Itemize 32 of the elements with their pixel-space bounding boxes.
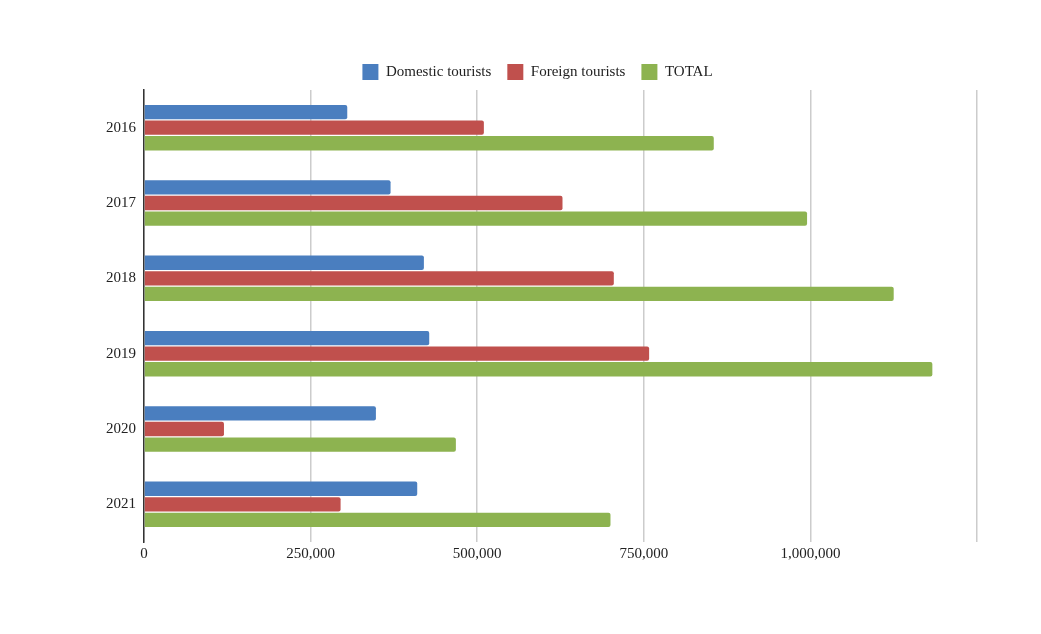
x-tick-label: 0 (140, 544, 148, 561)
y-tick-label: 2020 (106, 419, 136, 436)
bar (144, 406, 376, 421)
x-tick-label: 250,000 (286, 544, 335, 561)
bar (144, 286, 894, 302)
bar (144, 421, 224, 437)
y-tick-label: 2019 (106, 344, 136, 361)
bar (144, 255, 424, 270)
y-tick-label: 2016 (106, 118, 137, 135)
bar (144, 437, 456, 452)
bar (144, 481, 418, 496)
bar (144, 330, 430, 346)
x-tick-label: 500,000 (452, 544, 502, 561)
legend-label: Domestic tourists (385, 62, 492, 79)
y-tick-label: 2021 (106, 495, 136, 512)
y-tick-label: 2018 (106, 269, 136, 286)
x-tick-label: 1,000,000 (780, 544, 841, 561)
bar (144, 120, 484, 135)
legend-label: TOTAL (664, 62, 713, 79)
bar (144, 512, 611, 528)
bar (144, 211, 808, 226)
bar (144, 271, 614, 286)
bar (144, 180, 391, 195)
y-tick-label: 2017 (106, 193, 137, 210)
bar (144, 104, 348, 120)
bar (144, 497, 341, 512)
bar (144, 362, 933, 377)
x-tick-label: 750,000 (619, 544, 669, 561)
bar (144, 346, 650, 361)
bar (144, 195, 563, 211)
legend-label: Foreign tourists (530, 62, 626, 79)
bar (144, 136, 714, 151)
